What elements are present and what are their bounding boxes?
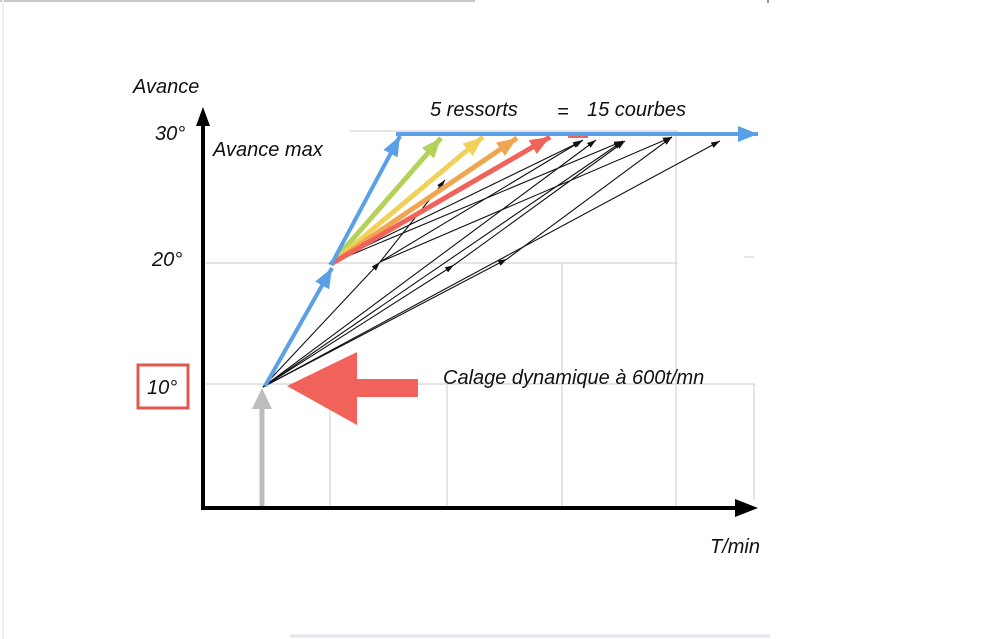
tick-label-30: 30° bbox=[155, 123, 185, 145]
curve-line-2 bbox=[262, 140, 624, 388]
curve-line-6 bbox=[262, 140, 721, 388]
equals-sign: = bbox=[557, 101, 569, 123]
callout-label: Calage dynamique à 600t/mn bbox=[443, 367, 704, 389]
curve-line-13 bbox=[506, 136, 673, 260]
curves-label: 15 courbes bbox=[587, 99, 686, 121]
blue-path-segment-1 bbox=[263, 267, 334, 387]
spring-arrow-red bbox=[329, 134, 552, 267]
curve-line-12 bbox=[453, 140, 626, 266]
callout-arrow bbox=[287, 352, 418, 425]
curve-line-11 bbox=[379, 136, 673, 263]
curve-line-1 bbox=[262, 139, 597, 388]
curve-lines bbox=[262, 136, 721, 388]
y-axis-label: Avance bbox=[132, 76, 199, 98]
tick-label-10: 10° bbox=[147, 377, 177, 399]
blue-path-segment-2 bbox=[329, 135, 402, 266]
curve-line-9 bbox=[379, 139, 584, 263]
springs-label: 5 ressorts bbox=[430, 99, 518, 121]
spring-arrow-orange bbox=[329, 135, 519, 267]
curve-line-5 bbox=[262, 261, 381, 388]
x-axis-label: T/min bbox=[710, 536, 760, 558]
spring-arrow-yellow bbox=[329, 135, 485, 266]
tick-label-20: 20° bbox=[151, 249, 182, 271]
y-axis-arrow bbox=[196, 107, 210, 126]
grid bbox=[204, 130, 755, 507]
curve-line-7 bbox=[328, 140, 624, 265]
spring-arrow-green bbox=[329, 136, 443, 266]
max-advance-label: Avance max bbox=[212, 139, 324, 161]
curve-line-4 bbox=[262, 264, 455, 388]
x-axis-arrow bbox=[735, 499, 758, 517]
static-timing-arrowhead bbox=[252, 388, 272, 409]
tick-10-box bbox=[136, 363, 190, 410]
